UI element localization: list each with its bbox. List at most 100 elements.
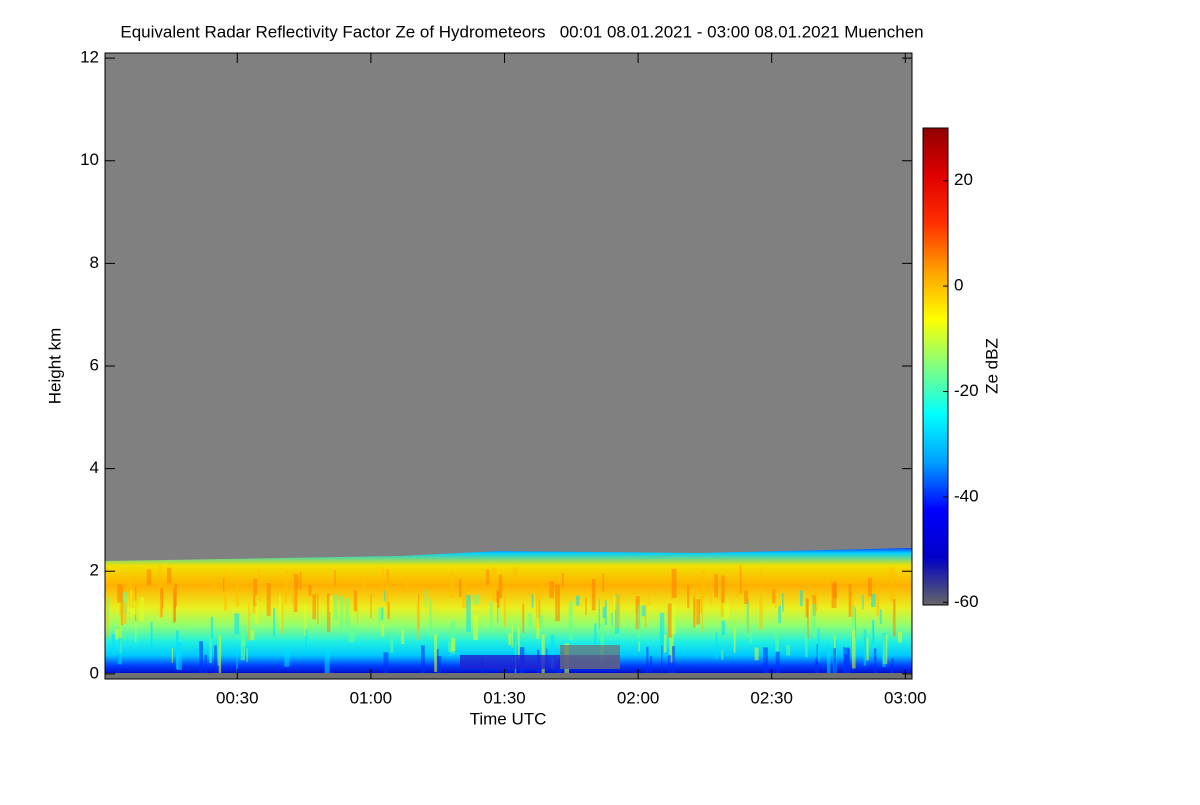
echo-streak — [305, 629, 308, 655]
echo-streak — [146, 569, 152, 586]
echo-streak — [218, 635, 222, 673]
echo-streak — [786, 644, 791, 656]
echo-streak — [284, 578, 287, 604]
echo-streak — [333, 594, 338, 620]
echo-streak — [671, 568, 677, 598]
echo-streak — [604, 600, 607, 625]
echo-streak — [214, 645, 217, 673]
echo-streak — [378, 607, 383, 623]
echo-streak — [117, 637, 122, 665]
echo-streak — [852, 630, 856, 669]
y-tick-label: 10 — [80, 150, 99, 169]
echo-streak — [106, 598, 109, 638]
echo-streak — [879, 609, 882, 625]
echo-streak — [826, 644, 831, 673]
echo-streak — [284, 646, 290, 667]
echo-streak — [514, 631, 516, 643]
echo-streak — [817, 628, 820, 662]
echo-streak — [508, 633, 512, 645]
echo-streak — [611, 612, 613, 626]
echo-streak — [760, 567, 763, 596]
y-tick-label: 8 — [90, 253, 99, 272]
echo-streak — [772, 589, 776, 604]
echo-streak — [517, 625, 520, 659]
echo-streak — [594, 623, 597, 651]
echo-streak — [882, 633, 886, 667]
echo-streak — [866, 638, 869, 661]
echo-streak — [474, 594, 479, 605]
echo-streak — [805, 598, 809, 618]
echo-streak — [867, 577, 873, 597]
echo-streak — [356, 599, 359, 626]
echo-streak — [150, 621, 153, 648]
echo-streak — [253, 578, 258, 607]
echo-streak — [748, 630, 752, 644]
echo-streak — [135, 621, 137, 643]
echo-streak — [329, 595, 333, 613]
echo-streak — [855, 608, 857, 639]
echo-streak — [240, 632, 245, 661]
echo-streak — [449, 572, 455, 598]
echo-streak — [814, 589, 818, 612]
echo-streak — [308, 584, 312, 596]
echo-streak — [715, 632, 718, 659]
echo-streak — [250, 629, 255, 641]
echo-streak — [687, 584, 690, 609]
echo-streak — [646, 646, 649, 673]
echo-streak — [132, 600, 137, 615]
echo-streak — [699, 596, 703, 614]
echo-streak — [235, 581, 239, 607]
echo-streak — [236, 644, 238, 673]
echo-streak — [212, 584, 217, 595]
echo-streak — [344, 598, 350, 630]
echo-streak — [429, 598, 433, 637]
echo-texture — [105, 565, 912, 679]
y-tick-label: 0 — [90, 663, 99, 682]
echo-streak — [246, 648, 248, 662]
echo-streak — [602, 573, 605, 592]
echo-streak — [447, 640, 453, 652]
echo-streak — [115, 629, 120, 640]
echo-streak — [209, 635, 212, 663]
echo-streak — [650, 656, 653, 673]
echo-streak — [775, 630, 779, 652]
echo-streak — [733, 628, 736, 653]
echo-streak — [814, 658, 819, 673]
echo-streak — [473, 614, 478, 640]
echo-streak — [119, 604, 122, 616]
echo-streak — [405, 575, 409, 594]
y-tick-label: 6 — [90, 355, 99, 374]
echo-streak — [739, 565, 742, 594]
echo-streak — [863, 629, 867, 666]
echo-streak — [437, 655, 442, 673]
colorbar-label: Ze dBZ — [982, 338, 1001, 394]
echo-streak — [458, 579, 462, 597]
echo-streak — [317, 593, 319, 625]
echo-streak — [659, 613, 665, 647]
echo-streak — [199, 641, 203, 673]
echo-streak — [334, 569, 336, 586]
echo-streak — [891, 658, 894, 673]
x-tick-label: 01:00 — [350, 688, 393, 707]
echo-streak — [204, 654, 208, 673]
echo-streak — [166, 567, 172, 584]
echo-streak — [381, 607, 384, 620]
echo-streak — [602, 606, 606, 619]
echo-streak — [490, 601, 493, 633]
echo-streak — [486, 569, 490, 585]
echo-streak — [800, 590, 803, 607]
echo-streak — [171, 648, 174, 663]
echo-streak — [461, 581, 467, 609]
echo-streak — [324, 648, 330, 673]
echo-streak — [585, 597, 587, 616]
chart-title: Equivalent Radar Reflectivity Factor Ze … — [120, 22, 923, 41]
echo-streak — [466, 595, 471, 632]
echo-streak — [159, 598, 162, 618]
echo-streak — [696, 599, 701, 625]
echo-streak — [111, 634, 116, 655]
echo-streak — [424, 590, 427, 608]
echo-streak — [175, 630, 179, 670]
echo-streak — [158, 565, 162, 589]
echo-streak — [844, 647, 850, 673]
echo-streak — [421, 645, 425, 673]
